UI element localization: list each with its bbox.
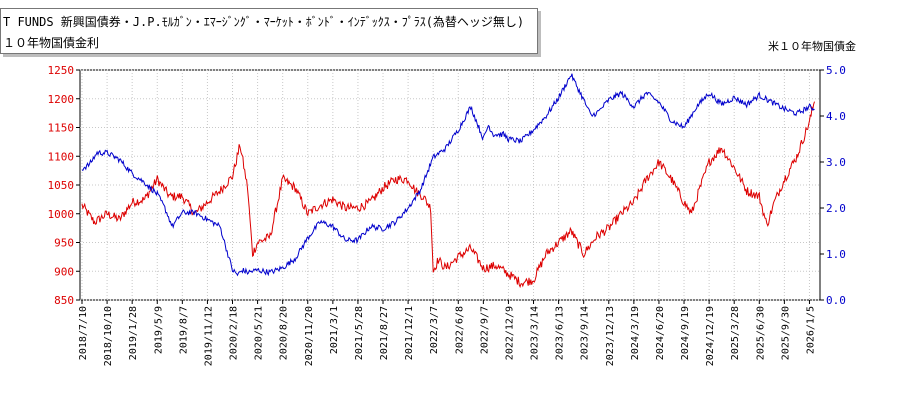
x-axis-tick-label: 2021/5/28 [354,306,365,360]
series-line-treasury-yield [81,73,815,277]
left-axis-tick-label: 900 [54,265,74,278]
right-axis-tick-label: 3.0 [826,156,846,169]
legend-series-1-label: T FUNDS 新興国債券・J.P.ﾓﾙｶﾞﾝ・ｴﾏｰｼﾞﾝｸﾞ・ﾏｰｹｯﾄ・ﾎ… [3,15,525,29]
x-axis-tick-label: 2022/3/7 [429,306,440,354]
x-axis-tick-label: 2022/6/8 [454,306,465,354]
left-axis-tick-label: 1250 [48,64,75,77]
x-axis-tick-label: 2023/12/13 [605,306,616,366]
grid-lines [80,69,820,301]
x-axis-tick-label: 2025/6/30 [755,306,766,360]
right-axis-tick-label: 4.0 [826,110,846,123]
left-axis-tick-label: 950 [54,237,74,250]
x-axis-tick-label: 2023/6/13 [555,306,566,360]
series-lines [81,73,815,289]
x-axis-tick-label: 2022/12/9 [504,306,515,360]
x-axis-tick-label: 2024/9/19 [680,306,691,360]
legend-series-2-label: １０年物国債金利 [3,36,100,50]
left-axis-tick-label: 850 [54,294,74,307]
x-axis-tick-label: 2025/3/28 [730,306,741,360]
x-axis-tick-label: 2021/3/1 [329,306,340,354]
right-axis: 5.0 4.0 3.0 2.0 1.0 0.0 [820,64,846,307]
left-axis: 1250 1200 1150 1100 1050 1000 950 900 850 [48,64,80,307]
series-line-fund-price [81,101,815,289]
x-axis-tick-label: 2020/2/18 [229,306,240,360]
x-axis-tick-label: 2024/12/19 [705,306,716,366]
x-axis-tick-label: 2021/12/1 [404,306,415,360]
x-axis-tick-label: 2019/1/28 [128,306,139,360]
x-axis-tick-label: 2022/9/7 [479,306,490,354]
left-axis-tick-label: 1150 [48,122,75,135]
left-axis-tick-label: 1100 [48,150,75,163]
x-axis-tick-label: 2023/3/14 [530,306,541,360]
x-axis: 2018/7/10 2018/10/10 2019/1/28 2019/5/9 2019… [78,300,816,366]
x-axis-tick-label: 2018/10/10 [103,306,114,366]
x-axis-tick-label: 2020/5/21 [254,306,265,360]
x-axis-tick-label: 2024/3/19 [630,306,641,360]
right-axis-tick-label: 5.0 [826,64,846,77]
x-axis-tick-label: 2020/8/20 [279,306,290,360]
x-axis-tick-label: 2021/8/27 [379,306,390,360]
left-axis-tick-label: 1200 [48,93,75,106]
right-axis-tick-label: 1.0 [826,248,846,261]
x-axis-tick-label: 2020/11/20 [304,306,315,366]
x-axis-tick-label: 2019/11/12 [203,306,214,366]
x-axis-tick-label: 2024/6/20 [655,306,666,360]
legend: T FUNDS 新興国債券・J.P.ﾓﾙｶﾞﾝ・ｴﾏｰｼﾞﾝｸﾞ・ﾏｰｹｯﾄ・ﾎ… [0,8,538,54]
right-axis-title: 米１０年物国債金 [768,40,856,53]
x-axis-tick-label: 2019/8/7 [178,306,189,354]
left-axis-tick-label: 1050 [48,179,75,192]
x-axis-tick-label: 2019/5/9 [153,306,164,354]
right-axis-tick-label: 2.0 [826,202,846,215]
x-axis-tick-label: 2026/1/5 [805,306,816,354]
x-axis-tick-label: 2018/7/10 [78,306,89,360]
x-axis-tick-label: 2025/9/30 [780,306,791,360]
right-axis-tick-label: 0.0 [826,294,846,307]
x-axis-tick-label: 2023/9/14 [580,306,591,360]
left-axis-tick-label: 1000 [48,208,75,221]
